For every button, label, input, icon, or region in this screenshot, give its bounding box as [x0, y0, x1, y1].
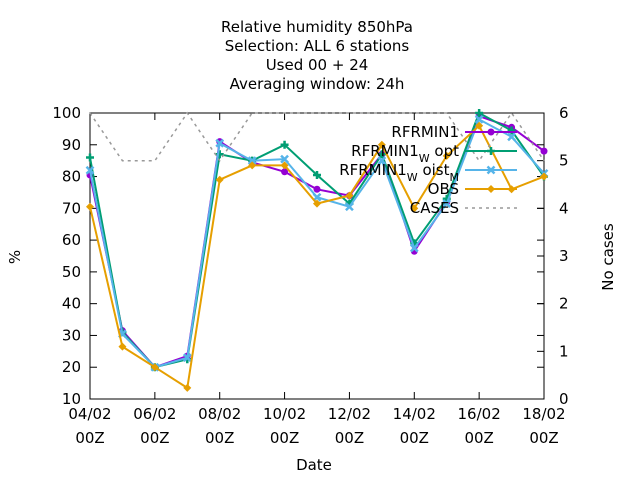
- y-axis-label: %: [6, 250, 24, 264]
- data-point: [486, 165, 496, 175]
- data-point: [183, 383, 192, 392]
- y-tick-label: 30: [62, 326, 81, 344]
- y2-axis-ticks: 0 1 2 3 4 5 6: [537, 104, 569, 408]
- data-point: [507, 126, 516, 135]
- data-point: [86, 153, 94, 162]
- x-tick-label-date: 18/02: [522, 405, 565, 423]
- y-axis-ticks: 10 20 30 40 50 60 70 80 90 100: [52, 104, 544, 408]
- series-1: [86, 109, 548, 372]
- data-point: [182, 353, 192, 363]
- data-point: [377, 150, 386, 159]
- y-tick-label: 70: [62, 199, 81, 217]
- data-point: [474, 114, 484, 124]
- legend-label: RFRMIN1: [391, 123, 459, 141]
- chart-title-line: Used 00 + 24: [266, 56, 369, 74]
- y2-tick-label: 0: [559, 390, 569, 408]
- data-point: [248, 161, 257, 170]
- data-point: [475, 121, 484, 130]
- x-tick-label-hour: 00Z: [400, 429, 429, 447]
- data-point: [377, 140, 386, 149]
- data-point: [86, 202, 94, 211]
- chart-title-line: Selection: ALL 6 stations: [225, 37, 410, 55]
- data-point: [540, 147, 548, 155]
- x-tick-label-date: 06/02: [133, 405, 176, 423]
- y-tick-label: 20: [62, 358, 81, 376]
- data-point: [442, 151, 451, 160]
- data-point: [409, 243, 419, 253]
- x-tick-label-date: 08/02: [198, 405, 241, 423]
- y2-tick-label: 4: [559, 199, 569, 217]
- series-line: [89, 124, 545, 390]
- chart-title-line: Averaging window: 24h: [230, 75, 405, 93]
- data-point: [475, 109, 484, 117]
- data-point: [377, 156, 387, 166]
- y2-tick-label: 6: [559, 104, 569, 122]
- data-point: [150, 363, 159, 372]
- data-point: [215, 175, 224, 184]
- y2-tick-label: 5: [559, 152, 569, 170]
- legend-label: RFRMIN1W opt: [351, 142, 459, 165]
- y2-axis-label: No cases: [599, 223, 617, 291]
- legend-label: CASES: [410, 199, 459, 217]
- x-axis-label: Date: [296, 456, 332, 474]
- data-point: [313, 185, 321, 193]
- x-tick-label-date: 14/02: [393, 405, 436, 423]
- data-point: [281, 168, 289, 176]
- data-point: [487, 185, 495, 193]
- y-tick-label: 100: [52, 104, 81, 122]
- data-point: [410, 204, 419, 213]
- x-tick-label-date: 04/02: [68, 405, 111, 423]
- x-tick-label-hour: 00Z: [464, 429, 493, 447]
- x-tick-label-date: 12/02: [328, 405, 371, 423]
- x-tick-label-hour: 00Z: [140, 429, 169, 447]
- series-line: [89, 114, 545, 369]
- y-tick-label: 40: [62, 295, 81, 313]
- data-point: [247, 156, 257, 166]
- x-tick-label-date: 10/02: [263, 405, 306, 423]
- y2-tick-label: 1: [559, 342, 569, 360]
- series-3: [86, 121, 548, 392]
- x-tick-label-date: 16/02: [458, 405, 501, 423]
- data-point: [313, 170, 321, 179]
- data-point: [442, 199, 452, 208]
- data-point: [507, 132, 516, 142]
- y-tick-label: 50: [62, 263, 81, 281]
- data-point: [85, 165, 95, 175]
- x-tick-label-hour: 00Z: [270, 429, 299, 447]
- data-point: [487, 128, 495, 136]
- y-tick-label: 10: [62, 390, 81, 408]
- data-point: [313, 199, 321, 208]
- data-point: [280, 161, 289, 170]
- x-tick-label-hour: 00Z: [205, 429, 234, 447]
- y2-tick-label: 3: [559, 247, 569, 265]
- chart-title-line: Relative humidity 850hPa: [221, 18, 413, 36]
- data-point: [540, 172, 548, 181]
- y2-tick-label: 2: [559, 295, 569, 313]
- plot-border: [89, 112, 545, 400]
- data-point: [280, 154, 289, 164]
- y-tick-label: 60: [62, 231, 81, 249]
- y-tick-label: 90: [62, 136, 81, 154]
- x-tick-label-hour: 00Z: [335, 429, 364, 447]
- x-axis-ticks: 04/02 00Z 06/02 00Z 08/02 00Z 10/02 00Z 12/02 00Z…: [68, 113, 566, 447]
- plot-frame: [89, 112, 545, 400]
- data-point: [345, 202, 354, 212]
- series-2: [85, 114, 549, 372]
- x-tick-label-hour: 00Z: [529, 429, 558, 447]
- x-tick-label-hour: 00Z: [75, 429, 104, 447]
- series-lines: [85, 109, 549, 392]
- series-line: [89, 117, 545, 369]
- data-point: [215, 138, 225, 148]
- legend-label: RFRMIN1W oistM: [339, 161, 459, 184]
- legend-label: OBS: [428, 180, 459, 198]
- data-point: [487, 147, 495, 155]
- data-point: [345, 191, 354, 200]
- data-point: [280, 140, 289, 149]
- y-tick-label: 80: [62, 168, 81, 186]
- data-point: [118, 342, 127, 351]
